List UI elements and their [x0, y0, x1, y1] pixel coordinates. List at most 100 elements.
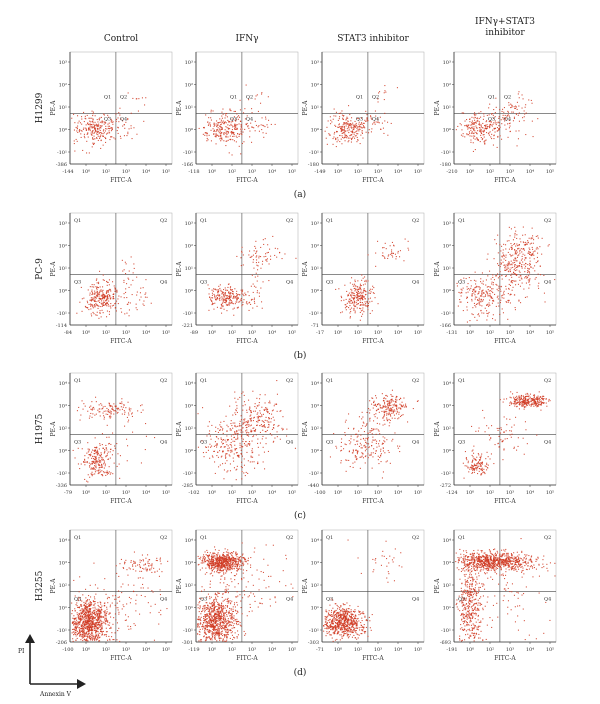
event-dot: [493, 117, 495, 119]
event-dot: [376, 428, 378, 430]
event-dot: [95, 450, 97, 452]
event-dot: [232, 297, 234, 299]
event-dot: [486, 304, 488, 306]
event-dot: [521, 278, 523, 280]
event-dot: [508, 248, 510, 250]
event-dot: [232, 126, 234, 128]
event-dot: [96, 304, 98, 306]
y-tick-label: 10⁴: [185, 381, 193, 387]
event-dot: [93, 286, 95, 288]
event-dot: [508, 267, 510, 269]
event-dot: [250, 419, 252, 421]
event-dot: [514, 259, 516, 261]
event-dot: [249, 136, 251, 138]
event-dot: [81, 619, 83, 621]
event-dot: [106, 294, 108, 296]
x-min-label: -118: [188, 169, 199, 175]
event-dot: [97, 307, 99, 309]
event-dot: [363, 296, 365, 298]
event-dot: [470, 285, 472, 287]
y-min-label: -440: [308, 483, 319, 489]
quadrant-label-q4: Q4: [412, 440, 419, 446]
event-dot: [332, 118, 334, 120]
event-dot: [246, 421, 248, 423]
event-dot: [93, 293, 95, 295]
event-dot: [514, 264, 516, 266]
event-dot: [361, 279, 363, 281]
event-dot: [332, 143, 334, 145]
event-dot: [483, 468, 485, 470]
event-dot: [229, 296, 231, 298]
event-dot: [251, 430, 253, 432]
event-dot: [117, 407, 119, 409]
event-dot: [364, 301, 366, 303]
event-dot: [352, 283, 354, 285]
event-dot: [103, 132, 105, 134]
event-dot: [108, 613, 110, 615]
event-dot: [465, 457, 467, 459]
event-dot: [213, 288, 215, 290]
x-tick-label: 10⁴: [526, 330, 534, 336]
event-dot: [93, 406, 95, 408]
event-dot: [379, 91, 381, 93]
event-dot: [522, 400, 524, 402]
event-dot: [489, 290, 491, 292]
event-dot: [523, 400, 525, 402]
event-dot: [88, 128, 90, 130]
event-dot: [257, 416, 259, 418]
event-dot: [548, 398, 550, 400]
event-dot: [94, 629, 96, 631]
event-dot: [240, 257, 242, 259]
event-dot: [493, 300, 495, 302]
event-dot: [383, 400, 385, 402]
event-dot: [230, 292, 232, 294]
event-dot: [525, 112, 527, 114]
event-dot: [99, 469, 101, 471]
event-dot: [265, 407, 267, 409]
event-dot: [351, 124, 353, 126]
event-dot: [223, 299, 225, 301]
event-dot: [395, 401, 397, 403]
event-dot: [93, 638, 95, 640]
event-dot: [497, 273, 499, 275]
event-dot: [263, 125, 265, 127]
event-dot: [219, 128, 221, 130]
event-dot: [520, 248, 522, 250]
event-dot: [519, 402, 521, 404]
event-dot: [93, 296, 95, 298]
event-dot: [372, 439, 374, 441]
x-axis-label: FITC-A: [362, 338, 384, 345]
event-dot: [344, 140, 346, 142]
plot-frame: [453, 372, 557, 486]
event-dot: [473, 469, 475, 471]
event-dot: [106, 291, 108, 293]
event-dot: [127, 92, 129, 94]
event-dot: [102, 274, 104, 276]
event-dot: [350, 441, 352, 443]
event-dot: [364, 425, 366, 427]
event-dot: [236, 452, 238, 454]
event-dot: [110, 118, 112, 120]
event-dot: [377, 403, 379, 405]
event-dot: [509, 418, 511, 420]
event-dot: [384, 402, 386, 404]
event-dot: [109, 125, 111, 127]
event-dot: [490, 296, 492, 298]
event-dot: [242, 254, 244, 256]
event-dot: [76, 128, 78, 130]
event-dot: [537, 260, 539, 262]
y-tick-label: -10¹: [441, 311, 451, 317]
panel-label: (b): [294, 350, 307, 361]
event-dot: [486, 291, 488, 293]
event-dot: [109, 406, 111, 408]
event-dot: [374, 123, 376, 125]
event-dot: [91, 117, 93, 119]
event-dot: [469, 127, 471, 129]
event-dot: [511, 245, 513, 247]
event-dot: [344, 133, 346, 135]
event-dot: [466, 465, 468, 467]
event-dot: [497, 290, 499, 292]
event-dot: [505, 118, 507, 120]
event-dot: [96, 119, 98, 121]
